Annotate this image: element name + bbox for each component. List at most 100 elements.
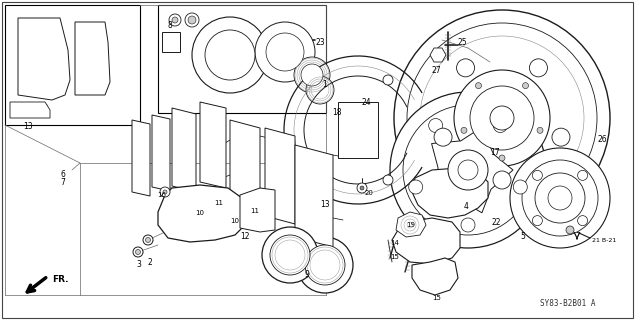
Circle shape	[357, 183, 367, 193]
Circle shape	[305, 245, 345, 285]
Circle shape	[383, 75, 393, 85]
Circle shape	[493, 171, 511, 189]
Circle shape	[548, 186, 572, 210]
Polygon shape	[396, 212, 426, 237]
Polygon shape	[338, 102, 378, 158]
Polygon shape	[265, 128, 295, 224]
Text: 12: 12	[240, 232, 250, 241]
Polygon shape	[75, 22, 110, 95]
Circle shape	[532, 170, 542, 180]
Circle shape	[133, 247, 143, 257]
Text: 27: 27	[432, 66, 441, 75]
Text: 13: 13	[320, 200, 330, 209]
Circle shape	[135, 250, 140, 254]
Text: 26: 26	[598, 135, 608, 144]
Circle shape	[255, 22, 315, 82]
Circle shape	[566, 226, 574, 234]
Circle shape	[360, 186, 364, 190]
Circle shape	[458, 160, 478, 180]
Circle shape	[185, 13, 199, 27]
Text: 25: 25	[458, 38, 467, 47]
Text: 8: 8	[168, 21, 173, 30]
Circle shape	[145, 237, 150, 243]
Polygon shape	[230, 120, 260, 216]
Text: 5: 5	[520, 232, 525, 241]
Circle shape	[499, 155, 505, 161]
Polygon shape	[240, 188, 275, 232]
Circle shape	[394, 10, 610, 226]
Circle shape	[294, 57, 330, 93]
Text: FR.: FR.	[52, 276, 69, 284]
Circle shape	[266, 33, 304, 71]
Polygon shape	[392, 218, 460, 264]
Text: 9: 9	[305, 270, 310, 279]
Polygon shape	[172, 108, 196, 192]
Text: 18: 18	[332, 108, 342, 117]
Polygon shape	[206, 106, 220, 181]
Circle shape	[160, 187, 170, 197]
Text: 19: 19	[406, 222, 415, 228]
Polygon shape	[132, 120, 150, 196]
Text: SY83-B2B01 A: SY83-B2B01 A	[540, 299, 596, 308]
Text: 10: 10	[195, 210, 204, 216]
Circle shape	[535, 173, 585, 223]
Circle shape	[172, 17, 178, 23]
Text: 1: 1	[322, 80, 327, 89]
Text: 22: 22	[492, 218, 502, 227]
Polygon shape	[18, 18, 70, 100]
Polygon shape	[302, 150, 324, 241]
Polygon shape	[273, 133, 289, 218]
Bar	[162, 32, 180, 52]
Bar	[5, 5, 140, 125]
Polygon shape	[165, 190, 235, 236]
Polygon shape	[412, 258, 458, 295]
Polygon shape	[152, 115, 170, 191]
Circle shape	[493, 118, 507, 132]
Circle shape	[490, 106, 514, 130]
Text: 23: 23	[316, 38, 326, 47]
Circle shape	[513, 180, 527, 194]
Text: 15: 15	[390, 254, 399, 260]
Circle shape	[454, 70, 550, 166]
Polygon shape	[80, 28, 103, 90]
Text: 11: 11	[214, 200, 223, 206]
Circle shape	[192, 17, 268, 93]
Circle shape	[522, 160, 598, 236]
Circle shape	[407, 23, 597, 213]
Text: 17: 17	[490, 148, 500, 157]
Circle shape	[270, 235, 310, 275]
Circle shape	[205, 30, 255, 80]
Polygon shape	[295, 145, 333, 247]
Circle shape	[434, 128, 452, 146]
Text: 16: 16	[157, 192, 166, 198]
Text: 6: 6	[60, 170, 65, 179]
Text: 4: 4	[464, 202, 469, 211]
Polygon shape	[238, 125, 254, 210]
Circle shape	[297, 237, 353, 293]
Circle shape	[523, 83, 528, 89]
Circle shape	[143, 235, 153, 245]
Circle shape	[532, 216, 542, 226]
Circle shape	[262, 227, 318, 283]
Circle shape	[163, 190, 167, 194]
Bar	[158, 5, 326, 113]
Circle shape	[306, 76, 334, 104]
Text: 14: 14	[390, 240, 399, 246]
Polygon shape	[430, 48, 446, 62]
Circle shape	[461, 127, 467, 133]
Text: 10: 10	[230, 218, 239, 224]
Polygon shape	[178, 112, 190, 185]
Circle shape	[461, 218, 475, 232]
Circle shape	[470, 86, 534, 150]
Circle shape	[390, 92, 546, 248]
Circle shape	[448, 150, 488, 190]
Circle shape	[403, 105, 533, 235]
Circle shape	[409, 180, 423, 194]
Text: 11: 11	[250, 208, 259, 214]
Polygon shape	[432, 127, 513, 213]
Text: 15: 15	[432, 295, 441, 301]
Circle shape	[552, 128, 570, 146]
Polygon shape	[10, 102, 50, 118]
Circle shape	[383, 175, 393, 185]
Circle shape	[578, 216, 587, 226]
